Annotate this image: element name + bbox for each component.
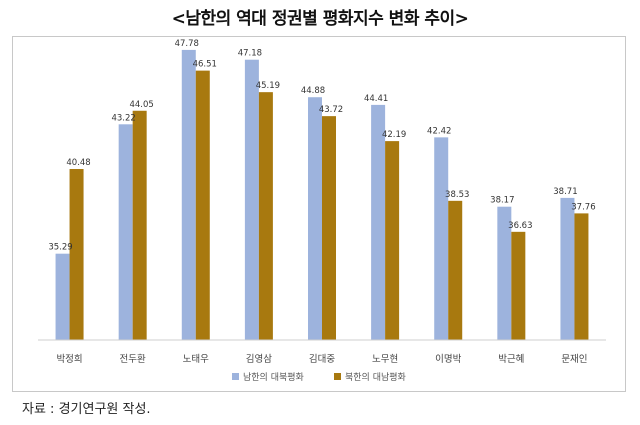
bar-north-8 xyxy=(574,213,589,340)
bar-south-6 xyxy=(434,137,449,340)
bar-south-7 xyxy=(497,206,512,340)
value-label-south-5: 44.41 xyxy=(364,94,388,104)
legend-swatch-0 xyxy=(232,373,239,380)
value-label-north-5: 42.19 xyxy=(382,130,406,140)
category-label-4: 김대중 xyxy=(309,353,335,365)
value-label-south-8: 38.71 xyxy=(553,187,577,197)
source-note: 자료 : 경기연구원 작성. xyxy=(22,402,151,417)
value-labels-layer: 35.29 40.48 43.22 44.05 47.78 46.51 47.18 45.19… xyxy=(48,39,595,253)
bar-north-1 xyxy=(132,110,147,341)
value-label-north-1: 44.05 xyxy=(129,100,153,110)
legend-label-1: 북한의 대남평화 xyxy=(345,372,406,383)
bar-north-7 xyxy=(511,231,526,340)
value-label-south-1: 43.22 xyxy=(111,113,135,123)
value-label-south-3: 47.18 xyxy=(238,49,262,59)
category-label-3: 김영삼 xyxy=(246,353,272,365)
value-label-north-2: 46.51 xyxy=(193,60,217,70)
category-label-5: 노무현 xyxy=(372,354,398,365)
value-label-south-2: 47.78 xyxy=(175,39,199,49)
bar-south-1 xyxy=(118,124,133,340)
category-label-8: 문재인 xyxy=(561,354,587,365)
bar-north-0 xyxy=(69,169,84,340)
category-label-7: 박근혜 xyxy=(498,353,524,365)
bar-north-5 xyxy=(385,141,400,340)
value-label-south-0: 35.29 xyxy=(48,243,72,253)
value-label-north-3: 45.19 xyxy=(256,81,280,91)
bars-layer xyxy=(55,49,589,341)
bar-north-3 xyxy=(258,92,273,341)
bar-south-3 xyxy=(244,59,259,341)
bar-south-4 xyxy=(308,97,322,340)
chart-frame xyxy=(12,36,626,392)
value-label-north-7: 36.63 xyxy=(508,221,532,231)
bar-south-5 xyxy=(371,104,386,341)
value-label-north-4: 43.72 xyxy=(319,105,343,115)
legend-label-0: 남한의 대북평화 xyxy=(243,372,304,383)
category-label-6: 이명박 xyxy=(435,354,461,365)
category-label-0: 박정희 xyxy=(56,354,82,365)
legend: 남한의 대북평화 북한의 대남평화 xyxy=(232,372,406,383)
bar-south-0 xyxy=(55,253,70,340)
bar-south-2 xyxy=(181,49,196,340)
category-label-1: 전두환 xyxy=(120,353,146,365)
value-label-north-0: 40.48 xyxy=(66,158,90,168)
bar-south-8 xyxy=(560,197,575,340)
value-label-north-6: 38.53 xyxy=(445,190,469,200)
value-label-south-6: 42.42 xyxy=(427,126,451,136)
legend-swatch-1 xyxy=(334,373,341,380)
value-label-north-8: 37.76 xyxy=(571,202,595,212)
bar-north-2 xyxy=(195,70,210,340)
value-label-south-7: 38.17 xyxy=(490,196,514,206)
chart-title: <남한의 역대 정권별 평화지수 변화 추이> xyxy=(171,9,469,29)
bar-north-4 xyxy=(322,116,336,340)
bar-north-6 xyxy=(448,200,463,340)
category-labels-layer: 박정희 전두환 노태우 김영삼 김대중 노무현 이명박 박근혜 문재인 xyxy=(56,353,587,365)
value-label-south-4: 44.88 xyxy=(301,86,325,96)
category-label-2: 노태우 xyxy=(183,354,209,365)
